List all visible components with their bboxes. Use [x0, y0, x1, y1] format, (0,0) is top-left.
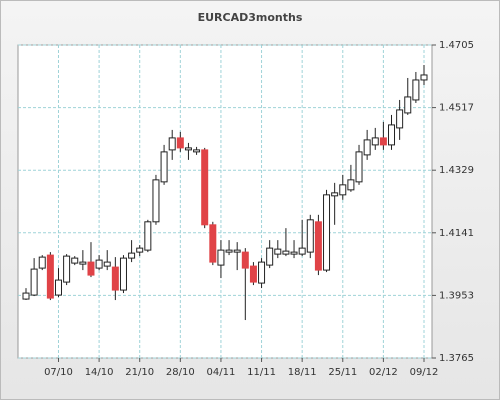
x-tick-label: 28/10	[166, 367, 195, 378]
candle-body	[290, 251, 298, 255]
candle-body	[323, 194, 331, 271]
candle-body	[379, 137, 387, 146]
candle-body	[95, 259, 103, 269]
chart-title: EURCAD3months	[198, 11, 303, 24]
candle-body	[420, 74, 428, 81]
candle-body	[103, 261, 111, 267]
y-tick-label: 1.4705	[439, 40, 474, 51]
candle-body	[38, 256, 46, 269]
x-tick-label: 21/10	[125, 367, 154, 378]
candle-body	[71, 257, 79, 264]
candle-body	[306, 219, 314, 253]
candle-body	[233, 249, 241, 253]
candle-body	[363, 139, 371, 156]
candle-body	[355, 151, 363, 183]
x-tick-label: 25/11	[328, 367, 357, 378]
y-tick-label: 1.4329	[439, 165, 474, 176]
candle-body	[152, 179, 160, 223]
y-tick-label: 1.4517	[439, 103, 474, 114]
candle-body	[347, 179, 355, 191]
candle-body	[63, 255, 71, 283]
candle-body	[258, 261, 266, 284]
candle-body	[176, 137, 184, 149]
candle-body	[396, 109, 404, 129]
x-tick-label: 02/12	[369, 367, 398, 378]
candle-body	[184, 147, 192, 151]
x-tick-label: 14/10	[85, 367, 114, 378]
candle-body	[46, 254, 54, 299]
candle-body	[266, 247, 274, 266]
candle-body	[54, 279, 62, 296]
candle-body	[87, 261, 95, 276]
candle-body	[111, 266, 119, 291]
candle-body	[144, 221, 152, 251]
plot-area	[17, 44, 433, 359]
candle-body	[371, 137, 379, 146]
y-tick-label: 1.3765	[439, 353, 474, 364]
candle-body	[160, 151, 168, 183]
candle-body	[298, 247, 306, 255]
candle-body	[201, 149, 209, 226]
candle-body	[128, 252, 136, 259]
candle-body	[331, 192, 339, 197]
candle-body	[79, 261, 87, 265]
x-tick-label: 07/10	[44, 367, 73, 378]
candle-body	[412, 79, 420, 101]
candle-body	[274, 248, 282, 255]
candle-body	[282, 250, 290, 255]
y-tick-label: 1.4141	[439, 228, 474, 239]
y-tick-label: 1.3953	[439, 290, 474, 301]
x-tick-label: 18/11	[288, 367, 317, 378]
candle-body	[30, 268, 38, 296]
x-tick-label: 11/11	[247, 367, 276, 378]
candle-body	[388, 124, 396, 146]
x-tick-label: 09/12	[410, 367, 439, 378]
candle-body	[339, 184, 347, 196]
candle-body	[241, 251, 249, 269]
x-tick-label: 04/11	[207, 367, 236, 378]
candle-body	[249, 265, 257, 283]
candle-body	[119, 257, 127, 291]
candle-body	[22, 292, 30, 300]
candle-body	[314, 221, 322, 271]
candle-body	[404, 96, 412, 114]
candle-body	[136, 247, 144, 253]
candle-body	[168, 137, 176, 151]
candle-body	[209, 224, 217, 263]
candle-body	[217, 249, 225, 266]
candle-body	[225, 249, 233, 253]
candle-body	[193, 149, 201, 153]
